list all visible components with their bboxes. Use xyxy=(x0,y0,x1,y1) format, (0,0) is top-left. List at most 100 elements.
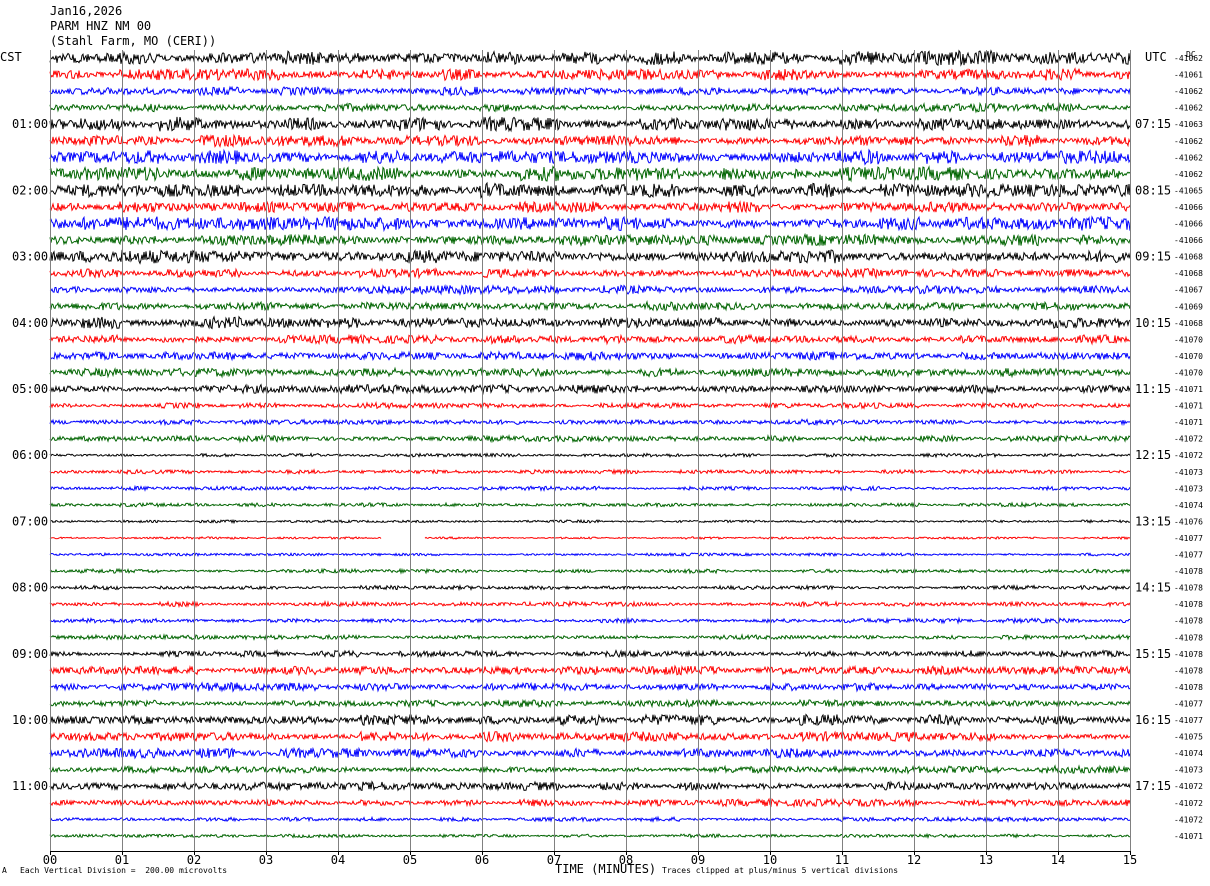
dc-offset-label: -41071 xyxy=(1174,385,1203,394)
left-hour-label: 09:00 xyxy=(12,647,48,661)
dc-offset-label: -41069 xyxy=(1174,302,1203,311)
x-tick-label: 02 xyxy=(187,853,201,867)
x-tick-label: 03 xyxy=(259,853,273,867)
corner-mark: A xyxy=(2,866,7,875)
trace-row-25 xyxy=(49,452,1131,459)
x-tick-label: 10 xyxy=(763,853,777,867)
right-hour-label: 12:15 xyxy=(1135,448,1171,462)
trace-row-2 xyxy=(49,67,1131,82)
trace-row-19 xyxy=(49,350,1131,362)
dc-offset-label: -41071 xyxy=(1174,418,1203,427)
trace-row-38 xyxy=(49,664,1131,677)
station-label: PARM HNZ NM 00 xyxy=(50,19,152,33)
x-tick-label: 08 xyxy=(619,853,633,867)
trace-row-21 xyxy=(49,383,1131,396)
right-hour-label: 08:15 xyxy=(1135,183,1171,197)
left-hour-label: 01:00 xyxy=(12,117,48,131)
dc-offset-label: -41062 xyxy=(1174,153,1203,162)
left-hour-label: 03:00 xyxy=(12,250,48,264)
x-tick-label: 07 xyxy=(547,853,561,867)
dc-offset-label: -41078 xyxy=(1174,666,1203,675)
dc-offset-label: -41071 xyxy=(1174,402,1203,411)
trace-row-27 xyxy=(50,484,1131,492)
dc-offset-label: -41072 xyxy=(1174,799,1203,808)
right-hour-label: 11:15 xyxy=(1135,382,1171,396)
trace-row-44 xyxy=(49,764,1131,775)
left-hour-label: 04:00 xyxy=(12,316,48,330)
dc-offset-label: -41072 xyxy=(1174,435,1203,444)
trace-row-10 xyxy=(49,199,1131,214)
x-tick-label: 13 xyxy=(979,853,993,867)
date-label: Jan16,2026 xyxy=(50,4,123,18)
dc-label: DC xyxy=(1186,50,1196,59)
x-tick-label: 06 xyxy=(475,853,489,867)
right-hour-label: 09:15 xyxy=(1135,250,1171,264)
dc-offset-label: -41078 xyxy=(1174,633,1203,642)
dc-offset-label: -41068 xyxy=(1174,319,1203,328)
dc-offset-label: -41077 xyxy=(1174,551,1203,560)
right-hour-label: 10:15 xyxy=(1135,316,1171,330)
right-hour-label: 07:15 xyxy=(1135,117,1171,131)
x-tick-label: 12 xyxy=(907,853,921,867)
left-hour-label: 11:00 xyxy=(12,779,48,793)
left-hour-label: 10:00 xyxy=(12,713,48,727)
location-label: (Stahl Farm, MO (CERI)) xyxy=(50,34,217,48)
dc-offset-label: -41078 xyxy=(1174,600,1203,609)
dc-offset-label: -41068 xyxy=(1174,269,1203,278)
dc-offset-label: -41075 xyxy=(1174,733,1203,742)
trace-row-14 xyxy=(49,267,1131,280)
trace-row-17 xyxy=(49,315,1131,330)
dc-offset-label: -41070 xyxy=(1174,352,1203,361)
trace-row-42 xyxy=(49,730,1131,744)
dc-offset-label: -41077 xyxy=(1174,534,1203,543)
dc-offset-label: -41066 xyxy=(1174,220,1203,229)
dc-offset-label: -41067 xyxy=(1174,286,1203,295)
dc-offset-label: -41061 xyxy=(1174,71,1203,80)
trace-row-8 xyxy=(49,165,1131,183)
dc-offset-label: -41077 xyxy=(1174,699,1203,708)
right-hour-label: 14:15 xyxy=(1135,581,1171,595)
trace-row-28 xyxy=(49,501,1131,509)
dc-offset-label: -41062 xyxy=(1174,87,1203,96)
trace-row-20 xyxy=(49,366,1131,379)
dc-offset-label: -41062 xyxy=(1174,170,1203,179)
dc-offset-label: -41078 xyxy=(1174,683,1203,692)
trace-row-7 xyxy=(49,148,1131,166)
dc-offset-label: -41072 xyxy=(1174,451,1203,460)
right-hour-label: 13:15 xyxy=(1135,514,1171,528)
trace-row-48 xyxy=(49,832,1131,839)
trace-row-15 xyxy=(49,283,1131,296)
minute-grid xyxy=(50,50,1131,855)
trace-row-3 xyxy=(49,85,1131,97)
trace-row-9 xyxy=(49,181,1131,199)
x-tick-label: 14 xyxy=(1051,853,1065,867)
trace-row-40 xyxy=(49,698,1131,709)
trace-row-6 xyxy=(49,133,1131,148)
trace-row-35 xyxy=(49,616,1131,625)
dc-offset-label: -41066 xyxy=(1174,203,1203,212)
x-tick-label: 05 xyxy=(403,853,417,867)
trace-row-13 xyxy=(49,248,1131,265)
dc-offset-label: -41078 xyxy=(1174,567,1203,576)
x-tick-label: 11 xyxy=(835,853,849,867)
dc-offset-label: -41071 xyxy=(1174,832,1203,841)
trace-row-16 xyxy=(49,299,1131,312)
dc-offset-label: -41072 xyxy=(1174,782,1203,791)
right-hour-label: 15:15 xyxy=(1135,647,1171,661)
dc-offset-label: -41062 xyxy=(1174,104,1203,113)
dc-offset-label: -41073 xyxy=(1174,484,1203,493)
x-tick-label: 04 xyxy=(331,853,345,867)
left-timezone-label: CST xyxy=(0,50,22,64)
axis-labels: 00 01 02 03 04 05 06 07 08 09 10 11 12 13 14 15 01:00 02:… xyxy=(12,54,1203,867)
scale-note: Each Vertical Division = 200.00 microvol… xyxy=(20,866,228,875)
trace-row-26 xyxy=(49,468,1131,476)
dc-offset-label: -41063 xyxy=(1174,120,1203,129)
trace-row-47 xyxy=(49,815,1131,824)
dc-offset-label: -41072 xyxy=(1174,815,1203,824)
trace-row-33 xyxy=(49,583,1131,592)
trace-row-24 xyxy=(49,433,1131,444)
trace-row-5 xyxy=(49,115,1131,133)
trace-row-1 xyxy=(49,49,1131,67)
left-hour-label: 05:00 xyxy=(12,382,48,396)
